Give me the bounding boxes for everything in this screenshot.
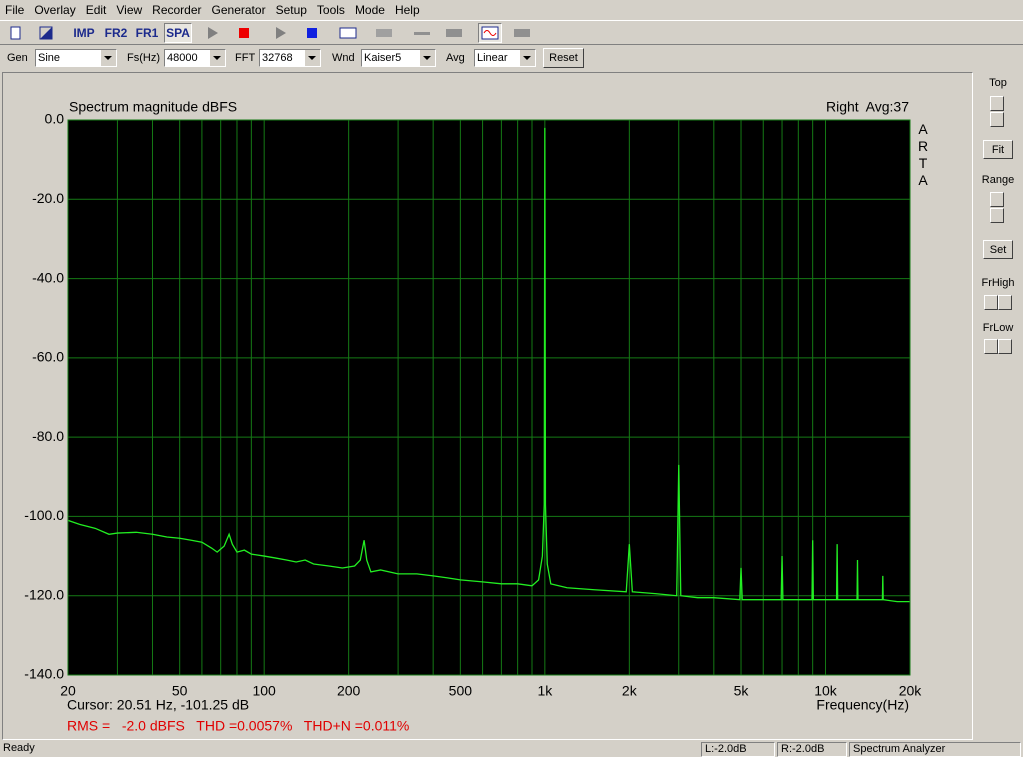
x-tick-label: 20 bbox=[60, 683, 76, 699]
channel-annotation: Right Avg:37 bbox=[826, 99, 909, 115]
toolbar: IMP FR2 FR1 SPA bbox=[0, 20, 1023, 45]
new-button[interactable] bbox=[4, 23, 28, 43]
menu-item[interactable]: Edit bbox=[85, 3, 107, 17]
side-panel: Top Fit Range Set FrHigh FrLow bbox=[975, 72, 1021, 740]
battery-button[interactable] bbox=[442, 23, 466, 43]
gen-value: Sine bbox=[38, 52, 61, 64]
fs-value: 48000 bbox=[167, 52, 198, 64]
frhigh-label: FrHigh bbox=[981, 277, 1015, 289]
record-button[interactable] bbox=[232, 23, 256, 43]
x-tick-label: 50 bbox=[172, 683, 188, 699]
set-button[interactable]: Set bbox=[983, 240, 1013, 259]
y-tick-label: -40.0 bbox=[32, 269, 64, 285]
reset-button[interactable]: Reset bbox=[543, 48, 584, 68]
status-field: L:-2.0dB bbox=[701, 742, 775, 757]
menu-item[interactable]: File bbox=[5, 3, 25, 17]
hatch-button[interactable] bbox=[372, 23, 396, 43]
cursor-readout: Cursor: 20.51 Hz, -101.25 dB bbox=[67, 697, 249, 713]
fs-select[interactable]: 48000 bbox=[164, 49, 226, 67]
menu-item[interactable]: Help bbox=[394, 3, 420, 17]
menu-item[interactable]: Recorder bbox=[152, 3, 202, 17]
fs-label: Fs(Hz) bbox=[127, 52, 160, 64]
spectrum-line bbox=[67, 127, 910, 603]
x-tick-label: 5k bbox=[734, 683, 750, 699]
measurement-readout: RMS = -2.0 dBFS THD =0.0057% THD+N =0.01… bbox=[67, 718, 409, 734]
generator-button[interactable] bbox=[478, 23, 502, 43]
x-tick-label: 20k bbox=[899, 683, 923, 699]
frhigh-right[interactable] bbox=[998, 295, 1012, 310]
frlow-label: FrLow bbox=[982, 322, 1014, 334]
frlow-left[interactable] bbox=[984, 339, 998, 354]
wnd-select[interactable]: Kaiser5 bbox=[361, 49, 436, 67]
frlow-right[interactable] bbox=[998, 339, 1012, 354]
top-down[interactable] bbox=[990, 112, 1004, 127]
spa-mode-button[interactable]: SPA bbox=[164, 23, 192, 43]
x-tick-label: 1k bbox=[537, 683, 553, 699]
fft-value: 32768 bbox=[262, 52, 293, 64]
x-axis-label: Frequency(Hz) bbox=[816, 697, 909, 713]
x-tick-label: 10k bbox=[814, 683, 838, 699]
menu-item[interactable]: View bbox=[116, 3, 143, 17]
frhigh-left[interactable] bbox=[984, 295, 998, 310]
fr1-mode-button[interactable]: FR1 bbox=[135, 26, 159, 40]
y-tick-label: -100.0 bbox=[24, 507, 64, 523]
top-label: Top bbox=[989, 77, 1007, 89]
overlay-button[interactable] bbox=[34, 23, 58, 43]
menu-bar: File Overlay Edit View Recorder Generator Setu… bbox=[0, 0, 1023, 20]
play-button[interactable] bbox=[200, 23, 224, 43]
chart-panel: Spectrum magnitude dBFS Right Avg:37 Cur… bbox=[2, 72, 973, 740]
y-tick-label: -120.0 bbox=[24, 586, 64, 602]
y-tick-label: 0.0 bbox=[45, 111, 65, 127]
label-button[interactable] bbox=[336, 23, 360, 43]
plot-area bbox=[68, 120, 910, 675]
plot-border bbox=[67, 119, 911, 676]
top-up[interactable] bbox=[990, 96, 1004, 111]
range-up[interactable] bbox=[990, 192, 1004, 207]
status-field: Spectrum Analyzer bbox=[849, 742, 1021, 757]
range-down[interactable] bbox=[990, 208, 1004, 223]
imp-mode-button[interactable]: IMP bbox=[73, 26, 95, 40]
fft-label: FFT bbox=[235, 52, 256, 64]
control-bar: Gen Sine Fs(Hz) 48000 FFT 32768 Wnd Kais… bbox=[0, 46, 1023, 71]
y-tick-label: -140.0 bbox=[24, 666, 64, 682]
avg-value: Linear bbox=[477, 52, 508, 64]
status-field: R:-2.0dB bbox=[777, 742, 847, 757]
wnd-label: Wnd bbox=[332, 52, 355, 64]
menu-item[interactable]: Mode bbox=[354, 3, 385, 17]
status-bar: Ready L:-2.0dB R:-2.0dB Spectrum Analyzer bbox=[0, 741, 1023, 757]
screen-button[interactable] bbox=[510, 23, 534, 43]
gen-play-button[interactable] bbox=[268, 23, 292, 43]
chart-title: Spectrum magnitude dBFS bbox=[69, 99, 237, 115]
avg-select[interactable]: Linear bbox=[474, 49, 536, 67]
x-tick-label: 500 bbox=[449, 683, 473, 699]
y-tick-label: -60.0 bbox=[32, 349, 64, 365]
avg-label: Avg bbox=[446, 52, 465, 64]
gen-select[interactable]: Sine bbox=[35, 49, 117, 67]
side-label: ARTA bbox=[915, 121, 931, 189]
x-tick-label: 2k bbox=[622, 683, 638, 699]
range-label: Range bbox=[981, 174, 1015, 186]
gen-label: Gen bbox=[7, 52, 28, 64]
menu-item[interactable]: Generator bbox=[211, 3, 266, 17]
x-tick-label: 200 bbox=[337, 683, 361, 699]
fft-select[interactable]: 32768 bbox=[259, 49, 321, 67]
menu-item[interactable]: Tools bbox=[316, 3, 345, 17]
x-tick-label: 100 bbox=[252, 683, 276, 699]
y-tick-label: -20.0 bbox=[32, 190, 64, 206]
chart: Spectrum magnitude dBFS Right Avg:37 Cur… bbox=[24, 99, 923, 734]
y-tick-label: -80.0 bbox=[32, 428, 64, 444]
gen-stop-button[interactable] bbox=[300, 23, 324, 43]
status-field: Ready bbox=[3, 742, 35, 754]
probe-button[interactable] bbox=[410, 23, 434, 43]
menu-item[interactable]: Setup bbox=[275, 3, 307, 17]
fr2-mode-button[interactable]: FR2 bbox=[104, 26, 128, 40]
wnd-value: Kaiser5 bbox=[364, 52, 402, 64]
menu-item[interactable]: Overlay bbox=[34, 3, 76, 17]
fit-button[interactable]: Fit bbox=[983, 140, 1013, 159]
